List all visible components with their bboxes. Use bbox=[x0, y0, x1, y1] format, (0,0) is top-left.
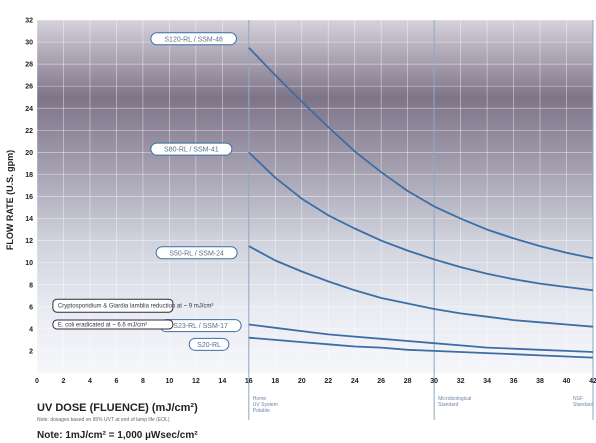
y-tick-label: 2 bbox=[29, 348, 33, 355]
x-tick-label: 26 bbox=[377, 378, 385, 385]
x-tick-label: 30 bbox=[430, 378, 438, 385]
y-tick-label: 16 bbox=[25, 194, 33, 201]
x-tick-label: 32 bbox=[457, 378, 465, 385]
series-line bbox=[248, 46, 594, 260]
y-tick-label: 12 bbox=[25, 238, 33, 245]
series-labels: S120-RL / SSM-48 S80-RL / SSM-41 S50-RL / … bbox=[150, 32, 242, 351]
series-label: S50-RL / SSM-24 bbox=[169, 250, 224, 257]
series-line bbox=[248, 151, 594, 292]
x-tick-label: 10 bbox=[165, 378, 173, 385]
region-label: NSF Standard bbox=[573, 396, 594, 408]
y-tick-label: 14 bbox=[25, 216, 33, 223]
note-main: Note: 1mJ/cm² = 1,000 µWsec/cm² bbox=[37, 430, 198, 441]
series-line bbox=[248, 245, 594, 328]
y-tick-label: 24 bbox=[25, 106, 33, 113]
x-tick-label: 36 bbox=[510, 378, 518, 385]
x-tick-label: 20 bbox=[298, 378, 306, 385]
x-tick-label: 14 bbox=[218, 378, 226, 385]
callout-box bbox=[52, 319, 174, 330]
y-tick-label: 8 bbox=[29, 282, 33, 289]
region-label: Home UV System Potable bbox=[253, 396, 278, 414]
callout-box bbox=[52, 298, 174, 313]
x-tick-label: 42 bbox=[589, 378, 596, 385]
x-tick-label: 18 bbox=[271, 378, 279, 385]
x-tick-label: 2 bbox=[62, 378, 66, 385]
x-tick-label: 16 bbox=[245, 378, 253, 385]
y-tick-label: 22 bbox=[25, 128, 33, 135]
note-small: Note: dosages based on 95% UVT at end of… bbox=[37, 417, 170, 423]
y-axis-title: FLOW RATE (U.S. gpm) bbox=[5, 150, 15, 250]
y-tick-label: 26 bbox=[25, 84, 33, 91]
x-tick-label: 22 bbox=[324, 378, 332, 385]
y-tick-label: 6 bbox=[29, 304, 33, 311]
series-label: S23-RL / SSM-17 bbox=[173, 323, 228, 330]
x-tick-label: 40 bbox=[563, 378, 571, 385]
x-tick-label: 8 bbox=[141, 378, 145, 385]
x-tick-label: 34 bbox=[483, 378, 491, 385]
series-lines bbox=[248, 46, 594, 359]
x-tick-label: 12 bbox=[192, 378, 200, 385]
y-tick-label: 10 bbox=[25, 260, 33, 267]
series-label-box bbox=[155, 246, 238, 260]
series-line bbox=[248, 336, 594, 359]
series-label: S120-RL / SSM-48 bbox=[164, 36, 223, 43]
y-tick-label: 32 bbox=[25, 18, 33, 25]
x-tick-label: 6 bbox=[114, 378, 118, 385]
series-label-box bbox=[188, 337, 230, 351]
x-axis-title: UV DOSE (FLUENCE) (mJ/cm²) bbox=[37, 402, 198, 414]
y-tick-label: 4 bbox=[29, 326, 33, 333]
series-label-box bbox=[150, 32, 237, 46]
callout-text: E. coli eradicated at ~ 6.6 mJ/cm² bbox=[58, 322, 147, 328]
region-label: Microbiological Standard bbox=[438, 396, 471, 408]
series-line bbox=[248, 323, 594, 353]
y-tick-label: 28 bbox=[25, 62, 33, 69]
series-label: S80-RL / SSM-41 bbox=[164, 147, 219, 154]
callout-text: Cryptosporidium & Giardia lamblia reduct… bbox=[58, 304, 214, 310]
series-label: S20-RL bbox=[197, 342, 221, 349]
y-tick-label: 30 bbox=[25, 40, 33, 47]
x-tick-label: 24 bbox=[351, 378, 359, 385]
x-tick-label: 38 bbox=[536, 378, 544, 385]
series-label-box bbox=[150, 142, 233, 156]
x-tick-label: 28 bbox=[404, 378, 412, 385]
dose-regions: Home UV System Potable Microbiological Stand… bbox=[248, 20, 594, 420]
annotation-callouts: Cryptosporidium & Giardia lamblia reduct… bbox=[52, 298, 214, 330]
x-tick-label: 4 bbox=[88, 378, 92, 385]
y-tick-label: 18 bbox=[25, 172, 33, 179]
x-tick-labels: 0 2 4 6 8 10 12 14 16 18 20 22 24 26 28 30 32 34 36 38 40 42 bbox=[35, 378, 596, 385]
y-tick-label: 20 bbox=[25, 150, 33, 157]
x-tick-label: 0 bbox=[35, 378, 39, 385]
